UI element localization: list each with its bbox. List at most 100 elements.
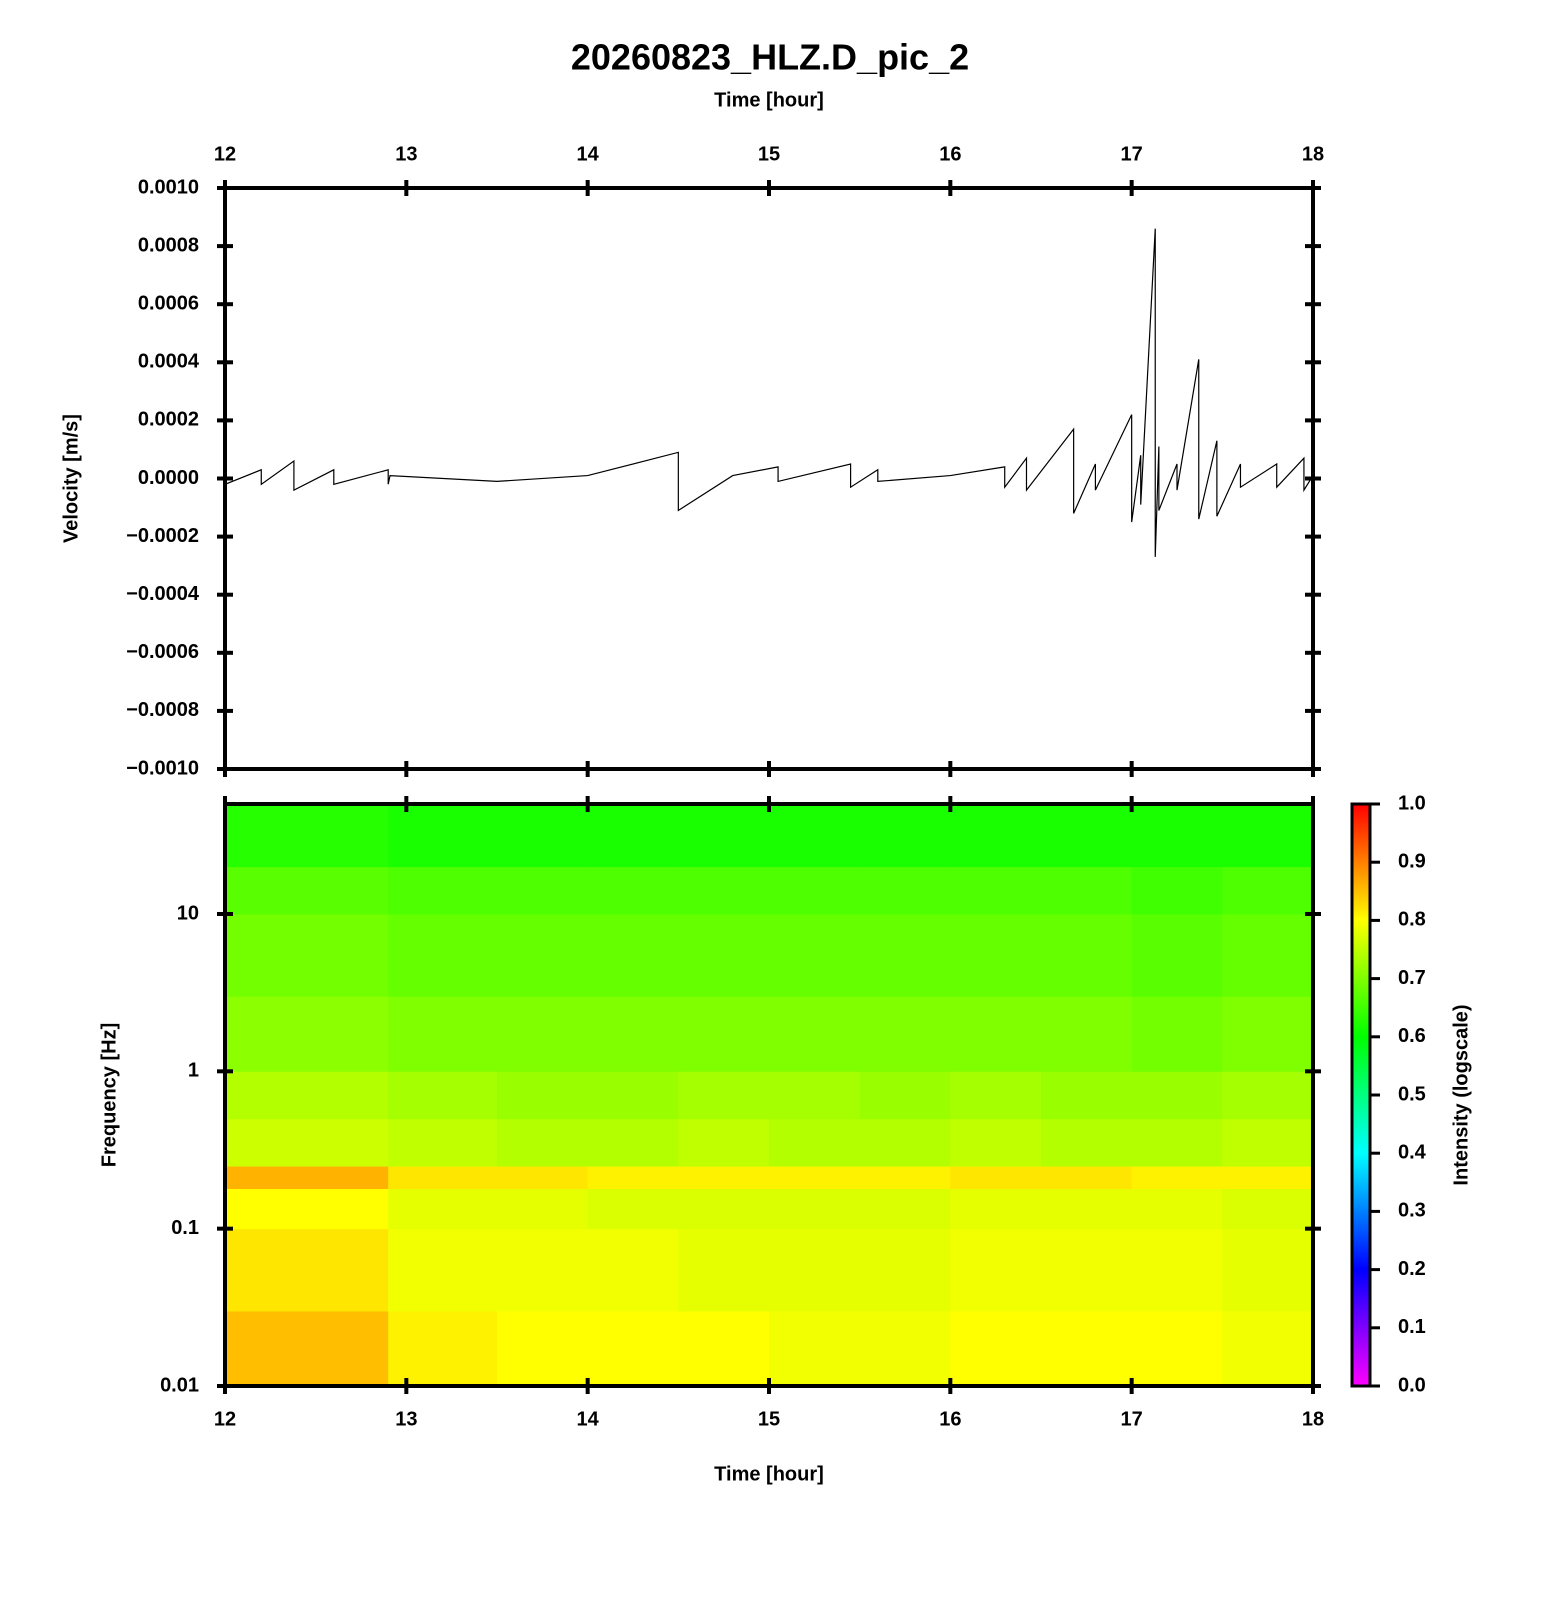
spectrogram-cell xyxy=(497,913,589,997)
colorbar-tick-label: 0.3 xyxy=(1398,1200,1426,1222)
spectrogram-cell xyxy=(1131,804,1223,868)
colorbar-tick-label: 0.6 xyxy=(1398,1025,1426,1047)
spectrogram-cell xyxy=(950,866,1042,915)
spectrogram-cell xyxy=(587,1166,679,1189)
x-tick-label: 18 xyxy=(1302,143,1324,165)
spectrogram-cell xyxy=(678,866,770,915)
spectrogram-cell xyxy=(388,804,498,868)
spectrogram-cell xyxy=(1222,1188,1314,1230)
spectrogram-cell xyxy=(497,1166,589,1189)
y-tick-label: −0.0002 xyxy=(126,525,199,547)
spectrogram-cell xyxy=(678,1310,770,1387)
spectrogram-cell xyxy=(859,1071,951,1120)
spectrogram-cell xyxy=(497,1188,589,1230)
spectrogram-cell xyxy=(1131,1310,1223,1387)
spectrogram-cell xyxy=(678,804,770,868)
spectrogram-cell xyxy=(678,1228,770,1312)
colorbar-tick-label: 1.0 xyxy=(1398,792,1426,814)
spectrogram-cell xyxy=(225,996,389,1072)
spectrogram-cell xyxy=(769,866,861,915)
spectrogram-cell xyxy=(388,1071,498,1120)
spectrogram-cell xyxy=(859,913,951,997)
colorbar-tick-label: 0.7 xyxy=(1398,967,1426,989)
spectrogram-cell xyxy=(1041,996,1133,1072)
y-tick-label: −0.0010 xyxy=(126,757,199,779)
y-tick-label: 0.1 xyxy=(171,1217,199,1239)
y-tick-label: 0.0008 xyxy=(138,234,199,256)
x-tick-label: 14 xyxy=(577,1408,600,1430)
spectrogram-cell xyxy=(388,1118,498,1167)
colorbar-label: Intensity (logscale) xyxy=(1450,1004,1472,1185)
colorbar-tick-label: 0.8 xyxy=(1398,909,1426,931)
spectrogram-cell xyxy=(859,1118,951,1167)
x-tick-label: 17 xyxy=(1121,143,1143,165)
spectrogram-cell xyxy=(1222,1071,1314,1120)
y-tick-label: 0.0006 xyxy=(138,292,199,314)
spectrogram-cell xyxy=(1131,866,1223,915)
spectrogram-cell xyxy=(1041,913,1133,997)
waveform xyxy=(224,228,1314,557)
spectrogram-cell xyxy=(1222,1228,1314,1312)
spectrogram-cell xyxy=(950,1310,1042,1387)
spectrogram-cell xyxy=(1041,866,1133,915)
spectrogram-cell xyxy=(950,804,1042,868)
spectrogram-cell xyxy=(769,1118,861,1167)
spectrogram-cell xyxy=(225,1228,389,1312)
spectrogram-cell xyxy=(678,913,770,997)
y-tick-label: −0.0006 xyxy=(126,641,199,663)
spectrogram-cell xyxy=(587,1188,679,1230)
spectrogram-cell xyxy=(1041,1310,1133,1387)
spectrogram-cell xyxy=(225,913,389,997)
x-tick-label: 14 xyxy=(577,143,600,165)
spectrogram-cell xyxy=(678,1071,770,1120)
spectrogram-cell xyxy=(587,1228,679,1312)
spectrogram-cell xyxy=(497,996,589,1072)
spectrogram-cell xyxy=(587,913,679,997)
x-tick-label: 12 xyxy=(214,143,236,165)
x-tick-label: 16 xyxy=(939,1408,961,1430)
y-tick-label: 0.0004 xyxy=(138,351,200,373)
spectrogram-cell xyxy=(1222,1310,1314,1387)
spectrogram-cell xyxy=(1131,913,1223,997)
spectrogram-cell xyxy=(225,804,389,868)
spectrogram-cell xyxy=(225,1310,389,1387)
chart-title: 20260823_HLZ.D_pic_2 xyxy=(571,37,969,78)
spectrogram-cell xyxy=(388,1166,498,1189)
spectrogram-cell xyxy=(1131,1166,1223,1189)
spectrogram-cell xyxy=(388,913,498,997)
colorbar xyxy=(1350,802,1372,1388)
spectrogram-cell xyxy=(1131,1118,1223,1167)
y-tick-label: 0.0010 xyxy=(138,176,199,198)
spectrogram-cell xyxy=(769,1166,861,1189)
spectrogram-cell xyxy=(1222,996,1314,1072)
spectrogram-cell xyxy=(950,1188,1042,1230)
spectrogram-cell xyxy=(769,1228,861,1312)
y-tick-label: 10 xyxy=(177,902,199,924)
colorbar-tick-label: 0.0 xyxy=(1398,1374,1426,1396)
spectrogram-cell xyxy=(587,804,679,868)
spectrogram-cell xyxy=(225,1188,389,1230)
x-tick-label: 15 xyxy=(758,143,780,165)
spectrogram-cell xyxy=(388,1188,498,1230)
x-axis-label: Time [hour] xyxy=(714,89,824,111)
spectrogram-cell xyxy=(1041,1166,1133,1189)
spectrogram-cell xyxy=(859,996,951,1072)
x-tick-label: 16 xyxy=(939,143,961,165)
spectrogram-cell xyxy=(1131,996,1223,1072)
x-tick-label: 13 xyxy=(395,143,417,165)
spectrogram-cell xyxy=(859,1166,951,1189)
spectrogram-cell xyxy=(1041,1071,1133,1120)
spectrogram-cell xyxy=(678,1118,770,1167)
x-tick-label: 17 xyxy=(1121,1408,1143,1430)
spectrogram-cell xyxy=(1222,804,1314,868)
spectrogram-cell xyxy=(1041,804,1133,868)
spectrogram-cell xyxy=(1041,1118,1133,1167)
x-tick-label: 15 xyxy=(758,1408,780,1430)
spectrogram-cell xyxy=(950,1118,1042,1167)
x-axis-label: Time [hour] xyxy=(714,1463,824,1485)
colorbar-tick-label: 0.9 xyxy=(1398,850,1426,872)
colorbar-tick-label: 0.5 xyxy=(1398,1083,1426,1105)
spectrogram-cell xyxy=(587,996,679,1072)
spectrogram-cell xyxy=(497,1228,589,1312)
